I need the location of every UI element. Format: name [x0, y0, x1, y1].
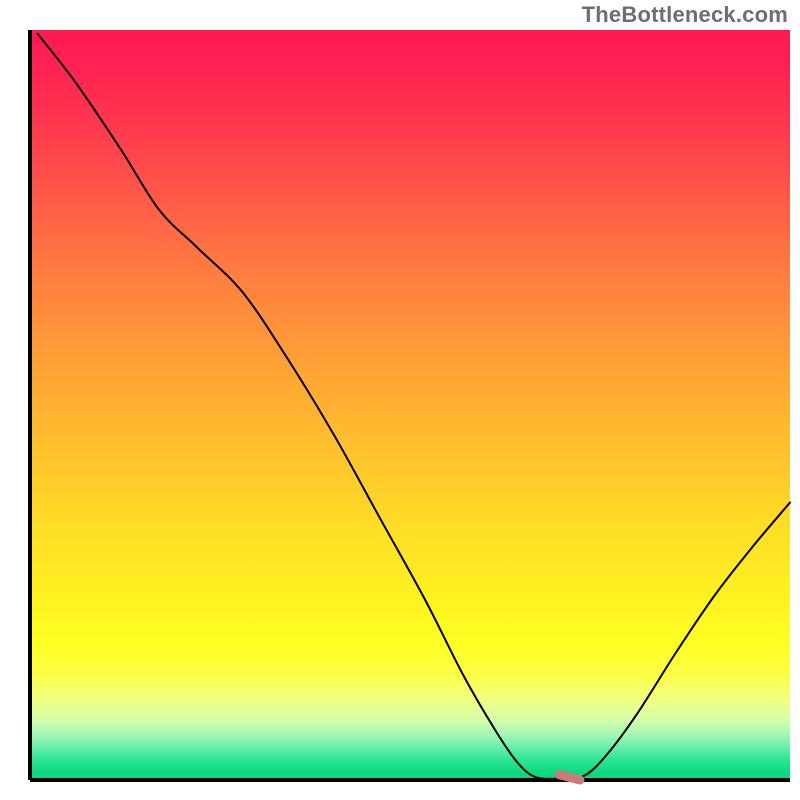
watermark-text: TheBottleneck.com: [582, 2, 788, 28]
chart-container: TheBottleneck.com: [0, 0, 800, 800]
plot-background: [30, 30, 790, 780]
bottleneck-chart: [0, 0, 800, 800]
